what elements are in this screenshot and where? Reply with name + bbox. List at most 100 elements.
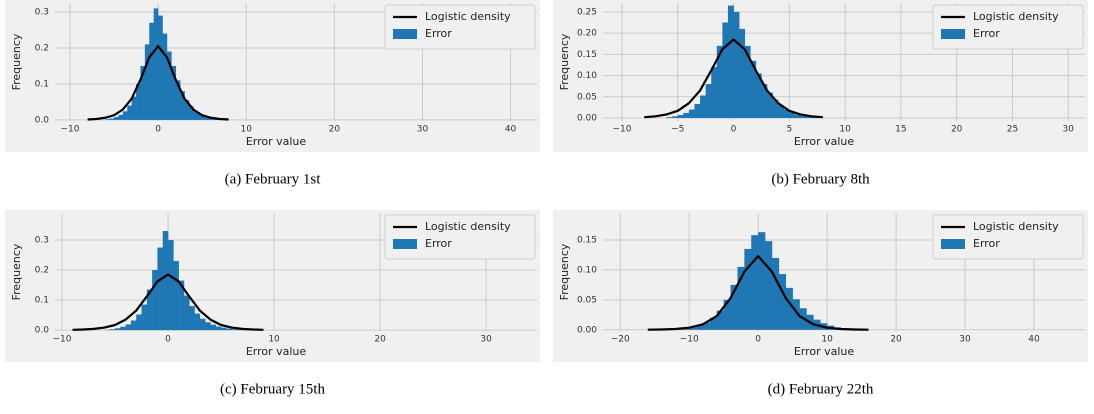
histogram-bar (180, 91, 185, 120)
density-line (87, 45, 229, 121)
legend-label: Logistic density (425, 220, 511, 233)
histogram-bar (689, 327, 697, 330)
histogram-bar (125, 324, 132, 331)
histogram-bar (231, 329, 238, 331)
histogram-bar (783, 109, 790, 119)
y-tick-label: 0.1 (35, 79, 49, 89)
x-tick-label: 0 (731, 125, 737, 135)
x-tick-label: 40 (505, 125, 517, 135)
histogram-bar (744, 248, 752, 330)
y-tick-label: 0.2 (35, 266, 49, 276)
x-axis-label: Error value (246, 135, 307, 148)
histogram-bar (677, 115, 684, 119)
histogram-bar (109, 118, 115, 120)
histogram-bar (767, 92, 773, 119)
histogram-bar (737, 266, 745, 330)
panel: 0.00 0.05 0.10 0.15 −20 −10 0 10 20 30 40 Error val… (553, 210, 1088, 362)
histogram-bar (778, 274, 787, 330)
histogram-bar (785, 287, 793, 330)
histogram-bar (152, 270, 158, 331)
histogram-bar (162, 33, 168, 120)
x-tick-label: 15 (895, 125, 906, 135)
y-tick-label: 0.1 (35, 296, 49, 306)
y-tick-label: 0.25 (577, 7, 597, 17)
histogram-bar (236, 329, 243, 331)
histogram-bar (157, 247, 164, 331)
legend-label: Error (425, 27, 452, 40)
y-axis-label: Frequency (10, 33, 23, 90)
y-tick-label: 0.00 (577, 114, 597, 124)
histogram-bar (210, 118, 216, 120)
histogram-bar (765, 241, 773, 330)
x-tick-label: 10 (821, 335, 833, 345)
histogram-bar (794, 114, 801, 119)
histogram-bar (118, 114, 124, 120)
histogram-bar (666, 117, 673, 119)
histogram-bar (109, 329, 116, 331)
histogram-bar (716, 45, 723, 119)
histogram-bar (202, 116, 207, 120)
histogram-bar (733, 11, 740, 119)
histogram-bar (696, 325, 704, 330)
histogram-bar (130, 320, 137, 331)
y-tick-label: 0.20 (577, 29, 597, 39)
y-tick-label: 0.3 (35, 236, 49, 246)
plot-area (87, 8, 229, 121)
caption: (b) February 8th (771, 171, 870, 187)
histogram-bar (792, 299, 800, 330)
legend-box (384, 214, 536, 260)
density-line (72, 273, 264, 331)
y-tick-label: 0.10 (577, 71, 597, 81)
histogram-bar (189, 306, 195, 331)
y-tick-label: 0.2 (35, 43, 49, 53)
legend-label: Logistic density (973, 220, 1059, 233)
histogram-bar (120, 326, 126, 331)
x-tick-label: 5 (786, 125, 792, 135)
histogram-bar (771, 257, 780, 330)
histogram-bar (199, 318, 206, 331)
y-tick-label: 0.00 (577, 325, 597, 335)
histogram-bar (197, 114, 203, 120)
histogram-bar (144, 44, 150, 120)
histogram-bar (168, 240, 174, 331)
x-tick-label: 20 (374, 335, 386, 345)
histogram-bar (122, 111, 128, 120)
density-line (644, 38, 823, 119)
legend-label: Error (425, 237, 452, 250)
x-tick-label: 30 (480, 335, 492, 345)
x-tick-label: 30 (417, 125, 429, 135)
histogram-bar (755, 73, 762, 119)
panel: 0.0 0.1 0.2 0.3 −10 0 10 20 30 Error value Frequen… (5, 210, 540, 362)
histogram-bar (716, 310, 724, 330)
histogram-bar (683, 112, 690, 119)
x-tick-label: 10 (240, 125, 252, 135)
histogram-bar (705, 84, 712, 119)
plot-area (647, 232, 869, 331)
y-tick-label: 0.15 (577, 50, 597, 60)
y-axis-label: Frequency (10, 243, 23, 300)
x-tick-label: 25 (1007, 125, 1018, 135)
histogram-bar (806, 116, 812, 119)
histogram-bar (210, 324, 217, 331)
legend-label: Logistic density (425, 10, 511, 23)
histogram-bar (772, 99, 779, 119)
histogram-bar (778, 105, 785, 119)
x-tick-label: −10 (52, 335, 71, 345)
x-tick-label: −10 (680, 335, 699, 345)
x-axis-label: Error value (794, 135, 855, 148)
histogram-bar (205, 322, 211, 331)
histogram-bar (215, 326, 222, 331)
x-tick-label: −10 (612, 125, 631, 135)
histogram-bar (711, 67, 718, 119)
legend-patch (393, 29, 417, 39)
histogram-bar (206, 117, 212, 120)
histogram-bar (114, 117, 119, 120)
histogram-bar (149, 22, 154, 120)
x-tick-label: 20 (951, 125, 963, 135)
x-tick-label: 30 (1063, 125, 1075, 135)
y-tick-label: 0.15 (577, 235, 597, 245)
histogram-bar (188, 106, 194, 120)
histogram-bar (131, 96, 137, 120)
histogram-bar (744, 45, 751, 119)
legend-box (932, 4, 1084, 50)
